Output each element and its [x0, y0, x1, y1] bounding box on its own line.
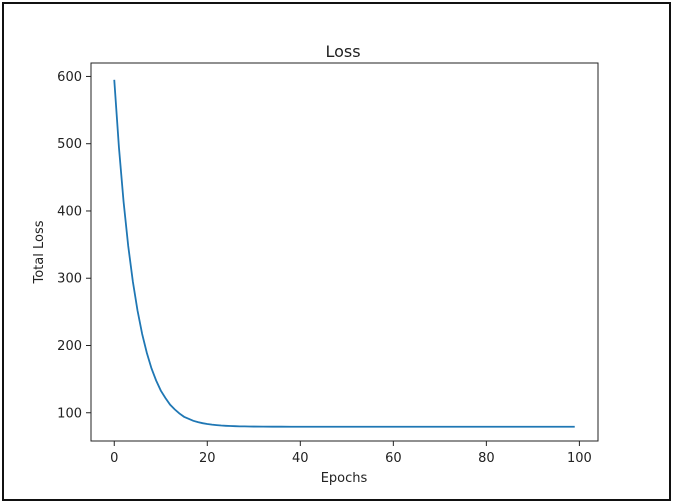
x-tick-label: 80 — [478, 451, 495, 466]
y-axis-ticks: 100 200 300 400 500 600 — [57, 70, 91, 421]
y-tick-label: 500 — [57, 137, 82, 152]
plot-area — [90, 62, 599, 442]
y-tick-label: 600 — [57, 70, 82, 85]
x-axis-ticks: 0 20 40 60 80 100 — [110, 441, 592, 466]
x-tick-label: 100 — [567, 451, 592, 466]
y-tick-label: 200 — [57, 339, 82, 354]
x-tick-label: 20 — [199, 451, 216, 466]
x-tick-label: 40 — [292, 451, 309, 466]
loss-line — [113, 79, 575, 428]
chart-title: Loss — [325, 42, 360, 61]
y-tick-label: 300 — [57, 272, 82, 287]
x-tick-label: 60 — [385, 451, 402, 466]
y-tick-label: 100 — [57, 406, 82, 421]
y-axis-label: Total Loss — [32, 220, 47, 284]
x-tick-label: 0 — [110, 451, 118, 466]
x-axis-label: Epochs — [321, 471, 368, 486]
y-tick-label: 400 — [57, 204, 82, 219]
